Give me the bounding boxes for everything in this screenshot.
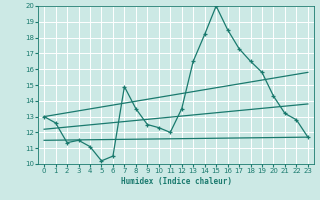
X-axis label: Humidex (Indice chaleur): Humidex (Indice chaleur) xyxy=(121,177,231,186)
